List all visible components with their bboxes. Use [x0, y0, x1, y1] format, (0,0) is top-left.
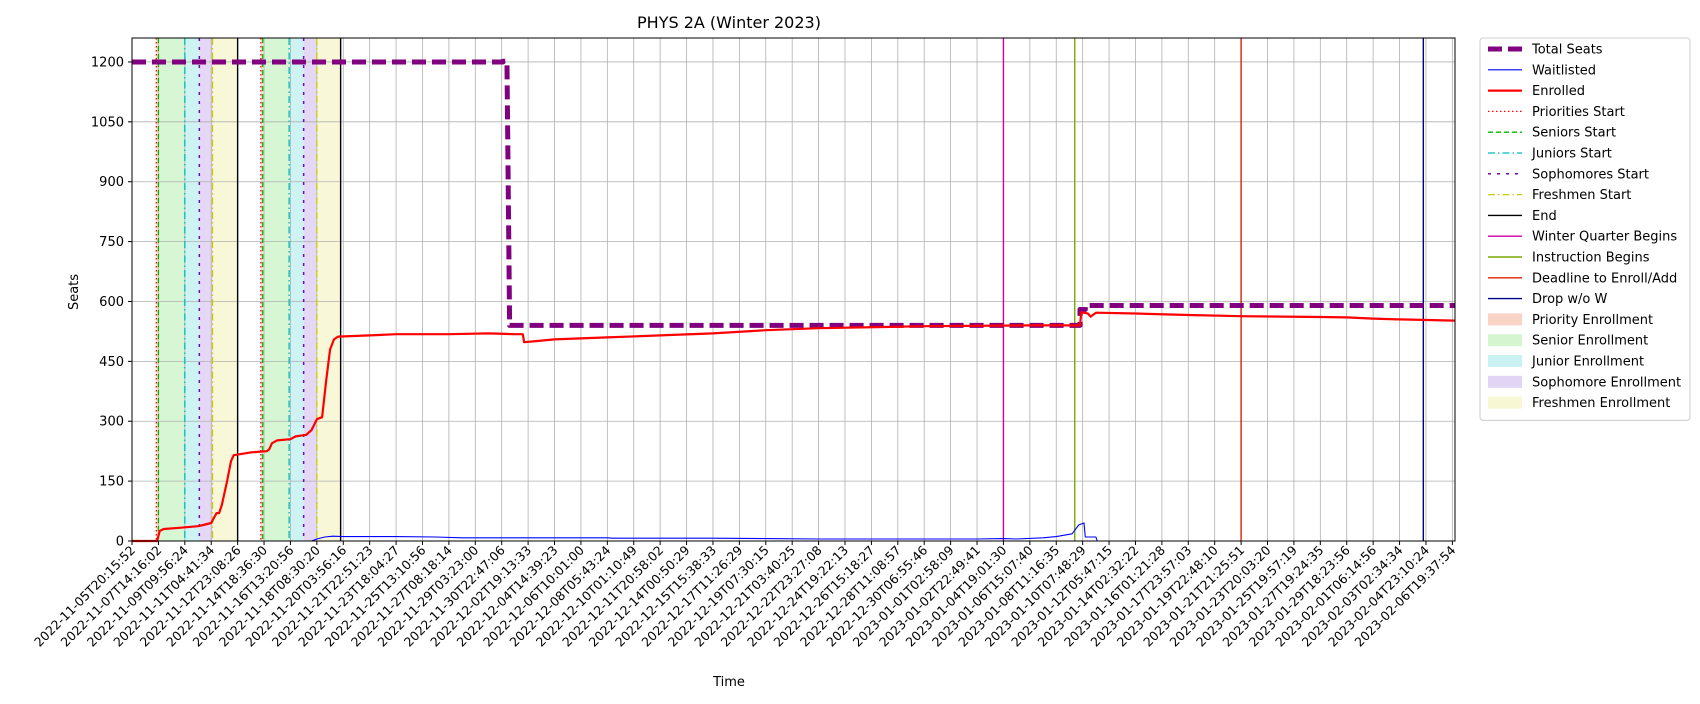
legend-swatch — [1488, 313, 1522, 326]
chart-title: PHYS 2A (Winter 2023) — [637, 13, 821, 32]
shaded-region — [289, 38, 304, 541]
shaded-region — [158, 38, 185, 541]
legend-label: Sophomore Enrollment — [1532, 375, 1681, 390]
legend-label: Juniors Start — [1531, 147, 1612, 162]
legend-swatch — [1488, 375, 1522, 388]
legend-label: Instruction Begins — [1532, 251, 1650, 266]
shaded-region — [262, 38, 290, 541]
legend-frame — [1479, 37, 1691, 421]
x-axis-label: Time — [712, 675, 745, 690]
legend-label: Freshmen Enrollment — [1532, 396, 1670, 411]
legend-label: Winter Quarter Begins — [1532, 230, 1677, 245]
shaded-region — [184, 38, 200, 541]
series-line — [132, 58, 1455, 328]
shaded-region — [260, 38, 263, 541]
y-tick-label: 900 — [99, 175, 124, 190]
legend-label: Junior Enrollment — [1531, 355, 1644, 370]
series-line — [132, 522, 1455, 542]
axes-frame — [131, 37, 1456, 542]
legend-label: Priorities Start — [1532, 105, 1625, 120]
legend-swatch — [1488, 334, 1522, 347]
legend: Total Seats Waitlisted Enrolled Priorities … — [1479, 37, 1691, 421]
legend-label: End — [1532, 209, 1557, 224]
legend-label: Enrolled — [1532, 84, 1585, 99]
y-tick-label: 750 — [99, 235, 124, 250]
y-tick-label: 150 — [99, 475, 124, 490]
shaded-region — [212, 38, 238, 541]
legend-label: Waitlisted — [1532, 63, 1596, 78]
legend-label: Drop w/o W — [1532, 292, 1608, 307]
legend-label: Sophomores Start — [1532, 167, 1649, 182]
shaded-region — [199, 38, 213, 541]
series-line — [132, 311, 1456, 543]
legend-label: Priority Enrollment — [1532, 313, 1653, 328]
y-tick-label: 1050 — [91, 115, 124, 130]
y-tick-label: 1200 — [91, 55, 124, 70]
legend-label: Freshmen Start — [1532, 188, 1631, 203]
shaded-region — [303, 38, 317, 541]
shaded-region — [316, 38, 341, 541]
legend-label: Deadline to Enroll/Add — [1532, 271, 1677, 286]
y-tick-label: 450 — [99, 355, 124, 370]
legend-label: Seniors Start — [1532, 126, 1616, 141]
y-axis-label: Seats — [67, 274, 82, 310]
shaded-region — [156, 38, 159, 541]
y-tick-label: 300 — [99, 415, 124, 430]
y-tick-label: 0 — [116, 535, 124, 550]
plot-area: 0150300450600750900105012002022-11-05T20… — [31, 37, 1459, 650]
legend-label: Senior Enrollment — [1532, 334, 1648, 349]
legend-label: Total Seats — [1531, 43, 1603, 58]
y-tick-label: 600 — [99, 295, 124, 310]
legend-swatch — [1488, 396, 1522, 409]
legend-swatch — [1488, 355, 1522, 367]
